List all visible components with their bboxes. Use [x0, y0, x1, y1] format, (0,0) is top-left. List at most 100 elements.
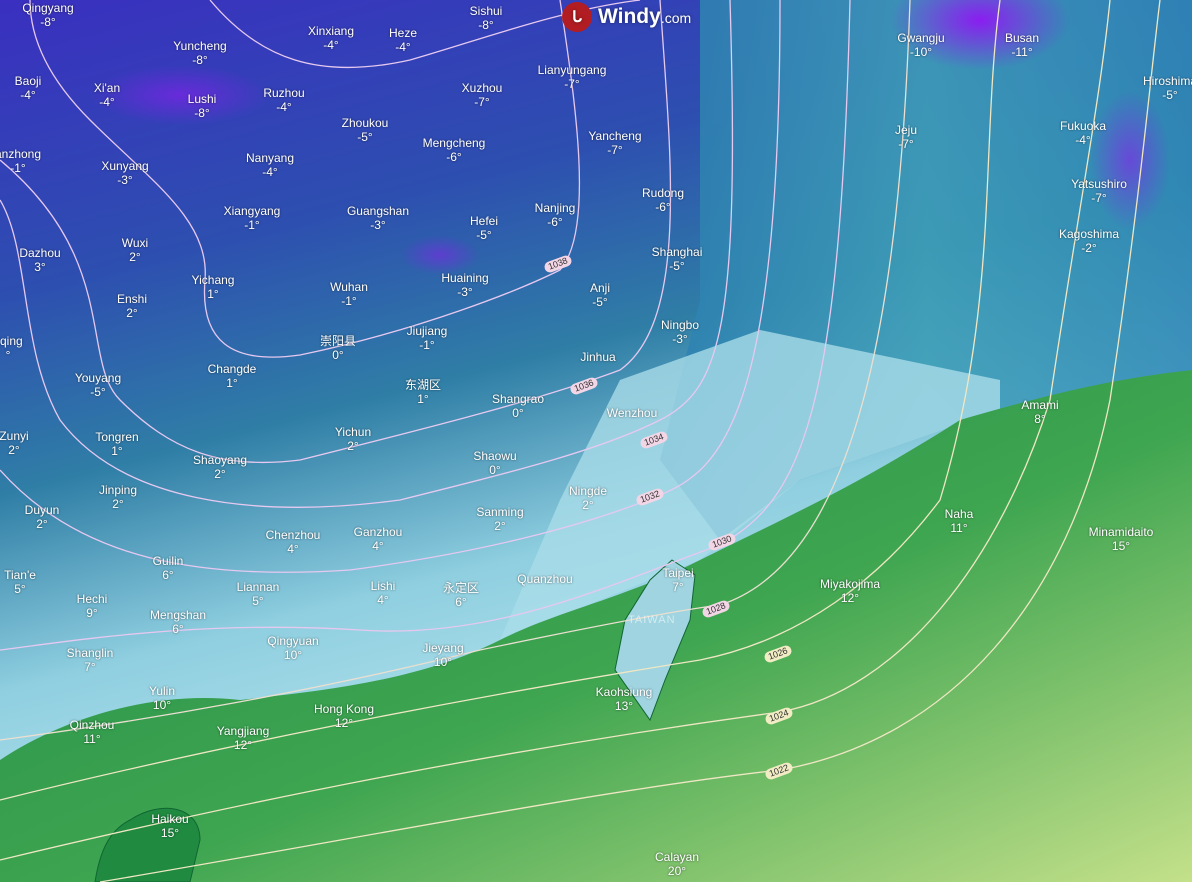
city-label[interactable]: Changde 1°: [208, 362, 257, 390]
city-label[interactable]: Shanglin 7°: [67, 646, 114, 674]
city-label[interactable]: Hong Kong 12°: [314, 702, 374, 730]
city-label[interactable]: Qingyang -8°: [22, 1, 73, 29]
city-label[interactable]: Hefei -5°: [470, 214, 498, 242]
city-label[interactable]: Hechi 9°: [77, 592, 108, 620]
city-label[interactable]: Yancheng -7°: [588, 129, 641, 157]
city-label[interactable]: Wenzhou: [607, 406, 657, 420]
city-label[interactable]: Yatsushiro -7°: [1071, 177, 1127, 205]
city-label[interactable]: Mengshan 6°: [150, 608, 206, 636]
city-label[interactable]: Xuzhou -7°: [462, 81, 503, 109]
city-name: Jiujiang: [406, 324, 448, 338]
city-label[interactable]: Taipei 7°: [662, 566, 693, 594]
city-label[interactable]: Baoji -4°: [15, 74, 42, 102]
city-label[interactable]: Qinzhou 11°: [70, 718, 115, 746]
city-temperature: -5°: [669, 259, 685, 273]
city-label[interactable]: anzhong-1°: [0, 147, 41, 175]
city-label[interactable]: Fukuoka -4°: [1060, 119, 1106, 147]
city-name: Jinping: [98, 483, 138, 497]
city-label[interactable]: Lishi 4°: [371, 579, 396, 607]
city-label[interactable]: Calayan 20°: [655, 850, 699, 878]
city-label[interactable]: Sanming 2°: [476, 505, 523, 533]
city-label[interactable]: Chenzhou 4°: [266, 528, 321, 556]
city-label[interactable]: Liannan 5°: [237, 580, 280, 608]
city-label[interactable]: Youyang -5°: [75, 371, 121, 399]
city-label[interactable]: Dazhou 3°: [19, 246, 60, 274]
city-label[interactable]: Ruzhou -4°: [263, 86, 304, 114]
isobar-line: [0, 0, 1111, 861]
city-name: Busan: [1004, 31, 1040, 45]
city-label[interactable]: Yuncheng -8°: [173, 39, 226, 67]
city-label[interactable]: Shangrao 0°: [492, 392, 544, 420]
city-label[interactable]: Qingyuan 10°: [267, 634, 318, 662]
city-label[interactable]: 永定区 6°: [443, 581, 479, 609]
city-label[interactable]: Nanyang -4°: [246, 151, 294, 179]
city-label[interactable]: Jiujiang -1°: [407, 324, 448, 352]
city-label[interactable]: Guangshan -3°: [347, 204, 409, 232]
city-name: 崇阳县: [319, 334, 357, 348]
city-label[interactable]: Quanzhou: [517, 572, 572, 586]
city-label[interactable]: Shaowu 0°: [473, 449, 516, 477]
city-label[interactable]: Yichun 2°: [335, 425, 371, 453]
city-label[interactable]: Lushi -8°: [188, 92, 217, 120]
city-label[interactable]: Haikou 15°: [151, 812, 188, 840]
city-name: Qingyang: [22, 1, 74, 15]
city-label[interactable]: Yulin 10°: [149, 684, 175, 712]
city-label[interactable]: Ningde 2°: [569, 484, 607, 512]
city-label[interactable]: Xinxiang -4°: [308, 24, 354, 52]
city-label[interactable]: Shanghai -5°: [652, 245, 703, 273]
city-label[interactable]: Naha 11°: [945, 507, 974, 535]
city-label[interactable]: Duyun 2°: [25, 503, 60, 531]
city-label[interactable]: Wuhan -1°: [330, 280, 368, 308]
city-temperature: -4°: [99, 95, 115, 109]
city-label[interactable]: Yangjiang 12°: [217, 724, 270, 752]
city-label[interactable]: Ganzhou 4°: [354, 525, 403, 553]
city-label[interactable]: Amami 8°: [1021, 398, 1058, 426]
city-temperature: -3°: [117, 173, 133, 187]
city-label[interactable]: Ningbo -3°: [661, 318, 699, 346]
city-label[interactable]: Shaoyang 2°: [193, 453, 247, 481]
city-label[interactable]: 东湖区 1°: [405, 378, 441, 406]
city-label[interactable]: Kagoshima -2°: [1059, 227, 1119, 255]
city-label[interactable]: 崇阳县 0°: [320, 334, 356, 362]
city-label[interactable]: Wuxi 2°: [122, 236, 148, 264]
city-temperature: 5°: [252, 594, 264, 608]
city-label[interactable]: Enshi 2°: [117, 292, 147, 320]
city-label[interactable]: Busan -11°: [1005, 31, 1039, 59]
city-label[interactable]: Zunyi 2°: [0, 429, 29, 457]
city-label[interactable]: Hiroshima -5°: [1143, 74, 1192, 102]
city-label[interactable]: Jieyang 10°: [422, 641, 463, 669]
city-name: 永定区: [442, 581, 480, 595]
city-label[interactable]: Minamidaito 15°: [1089, 525, 1154, 553]
city-label[interactable]: Guilin 6°: [153, 554, 184, 582]
city-label[interactable]: Sishui -8°: [470, 4, 503, 32]
city-label[interactable]: Rudong -6°: [642, 186, 684, 214]
city-label[interactable]: Tongren 1°: [95, 430, 138, 458]
city-label[interactable]: Miyakojima 12°: [820, 577, 880, 605]
city-label[interactable]: Yichang 1°: [192, 273, 235, 301]
city-label[interactable]: Nanjing -6°: [535, 201, 576, 229]
city-name: Shaoyang: [192, 453, 248, 467]
city-label[interactable]: Zhoukou -5°: [342, 116, 389, 144]
city-label[interactable]: Jinhua: [580, 350, 615, 364]
city-label[interactable]: Xunyang -3°: [101, 159, 148, 187]
city-label[interactable]: Heze -4°: [389, 26, 417, 54]
city-label[interactable]: Mengcheng -6°: [423, 136, 486, 164]
city-label[interactable]: Lianyungang -7°: [538, 63, 607, 91]
city-label[interactable]: Gwangju -10°: [897, 31, 944, 59]
city-name: Lianyungang: [537, 63, 607, 77]
city-label[interactable]: gqing°: [0, 334, 23, 362]
city-label[interactable]: Huaining -3°: [441, 271, 488, 299]
brand-name: Windy: [598, 5, 661, 28]
windy-logo[interactable]: ᒐ Windy.com: [562, 2, 691, 32]
city-label[interactable]: Anji -5°: [590, 281, 610, 309]
city-label[interactable]: Jeju -7°: [895, 123, 917, 151]
city-label[interactable]: Jinping 2°: [99, 483, 137, 511]
city-label[interactable]: Xi'an -4°: [94, 81, 120, 109]
city-label[interactable]: Kaohsiung 13°: [596, 685, 653, 713]
city-label[interactable]: Xiangyang -1°: [224, 204, 281, 232]
city-label[interactable]: Tian'e 5°: [4, 568, 36, 596]
city-temperature: -8°: [478, 18, 494, 32]
city-temperature: -3°: [457, 285, 473, 299]
city-name: Anji: [589, 281, 611, 295]
